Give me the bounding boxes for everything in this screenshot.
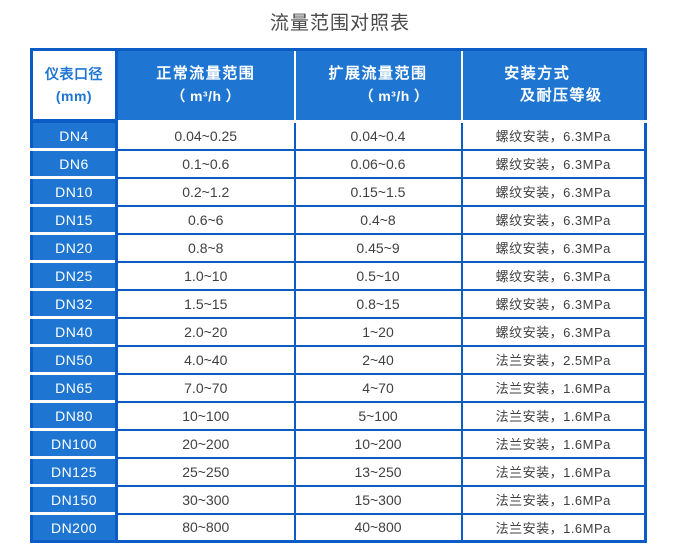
extended-range-cell: 0.4~8: [293, 204, 463, 235]
table-row: DN125 25~250 13~250 法兰安装，1.6MPa: [30, 456, 647, 487]
extended-range-cell: 15~300: [293, 484, 463, 515]
table-row: DN25 1.0~10 0.5~10 螺纹安装，6.3MPa: [30, 260, 647, 291]
normal-range-cell: 1.5~15: [115, 288, 296, 319]
dn-cell: DN32: [30, 288, 118, 318]
table-row: DN100 20~200 10~200 法兰安装，1.6MPa: [30, 428, 647, 459]
install-cell: 法兰安装，1.6MPa: [460, 428, 647, 459]
normal-range-cell: 2.0~20: [115, 316, 296, 347]
extended-range-cell: 0.06~0.6: [293, 148, 463, 179]
normal-range-cell: 4.0~40: [115, 344, 296, 375]
table-row: DN10 0.2~1.2 0.15~1.5 螺纹安装，6.3MPa: [30, 176, 647, 207]
table-row: DN150 30~300 15~300 法兰安装，1.6MPa: [30, 484, 647, 515]
extended-range-cell: 0.45~9: [293, 232, 463, 263]
dn-cell: DN125: [30, 456, 118, 486]
dn-cell: DN200: [30, 512, 118, 542]
header-meter-diameter-line1: 仪表口径: [45, 66, 103, 82]
extended-range-cell: 2~40: [293, 344, 463, 375]
extended-range-cell: 0.8~15: [293, 288, 463, 319]
header-install-method-line2: 及耐压等级: [519, 87, 603, 105]
table-row: DN65 7.0~70 4~70 法兰安装，1.6MPa: [30, 372, 647, 403]
normal-range-cell: 0.2~1.2: [115, 176, 296, 207]
header-extended-range: 扩展流量范围 （ m³/h ）: [293, 49, 463, 123]
extended-range-cell: 13~250: [293, 456, 463, 487]
extended-range-cell: 10~200: [293, 428, 463, 459]
normal-range-cell: 0.6~6: [115, 204, 296, 235]
install-cell: 螺纹安装，6.3MPa: [460, 316, 647, 347]
dn-cell: DN65: [30, 372, 118, 402]
header-row: 仪表口径 (mm) 正常流量范围 （ m³/h ） 扩展流量范围 （ m³/h …: [30, 48, 647, 123]
extended-range-cell: 1~20: [293, 316, 463, 347]
table-row: DN80 10~100 5~100 法兰安装，1.6MPa: [30, 400, 647, 431]
install-cell: 法兰安装，1.6MPa: [460, 512, 647, 543]
header-normal-range: 正常流量范围 （ m³/h ）: [115, 49, 296, 123]
install-cell: 法兰安装，1.6MPa: [460, 456, 647, 487]
table-row: DN20 0.8~8 0.45~9 螺纹安装，6.3MPa: [30, 232, 647, 263]
install-cell: 螺纹安装，6.3MPa: [460, 232, 647, 263]
install-cell: 法兰安装，1.6MPa: [460, 400, 647, 431]
extended-range-cell: 0.04~0.4: [293, 120, 463, 151]
dn-cell: DN20: [30, 232, 118, 262]
table-row: DN200 80~800 40~800 法兰安装，1.6MPa: [30, 512, 647, 543]
normal-range-cell: 0.04~0.25: [115, 120, 296, 151]
table-row: DN4 0.04~0.25 0.04~0.4 螺纹安装，6.3MPa: [30, 119, 647, 151]
normal-range-cell: 7.0~70: [115, 372, 296, 403]
install-cell: 螺纹安装，6.3MPa: [460, 120, 647, 151]
header-normal-range-unit: （ m³/h ）: [171, 88, 241, 105]
normal-range-cell: 10~100: [115, 400, 296, 431]
dn-cell: DN150: [30, 484, 118, 514]
dn-cell: DN15: [30, 204, 118, 234]
normal-range-cell: 20~200: [115, 428, 296, 459]
flow-range-table: 仪表口径 (mm) 正常流量范围 （ m³/h ） 扩展流量范围 （ m³/h …: [30, 48, 647, 543]
dn-cell: DN80: [30, 400, 118, 430]
table-row: DN40 2.0~20 1~20 螺纹安装，6.3MPa: [30, 316, 647, 347]
extended-range-cell: 5~100: [293, 400, 463, 431]
install-cell: 螺纹安装，6.3MPa: [460, 204, 647, 235]
table-row: DN15 0.6~6 0.4~8 螺纹安装，6.3MPa: [30, 204, 647, 235]
header-meter-diameter: 仪表口径 (mm): [30, 48, 118, 123]
normal-range-cell: 0.1~0.6: [115, 148, 296, 179]
normal-range-cell: 1.0~10: [115, 260, 296, 291]
normal-range-cell: 80~800: [115, 512, 296, 543]
extended-range-cell: 0.15~1.5: [293, 176, 463, 207]
install-cell: 法兰安装，1.6MPa: [460, 372, 647, 403]
dn-cell: DN50: [30, 344, 118, 374]
dn-cell: DN10: [30, 176, 118, 206]
dn-cell: DN100: [30, 428, 118, 458]
header-install-method-line1: 安装方式: [504, 65, 571, 83]
install-cell: 法兰安装，1.6MPa: [460, 484, 647, 515]
header-extended-range-line1: 扩展流量范围: [328, 65, 428, 83]
header-extended-range-unit: （ m³/h ）: [359, 88, 429, 105]
header-install-method: 安装方式 及耐压等级: [460, 49, 647, 123]
page-title: 流量范围对照表: [269, 13, 410, 34]
dn-cell: DN40: [30, 316, 118, 346]
install-cell: 螺纹安装，6.3MPa: [460, 288, 647, 319]
extended-range-cell: 40~800: [293, 512, 463, 543]
install-cell: 螺纹安装，6.3MPa: [460, 148, 647, 179]
normal-range-cell: 30~300: [115, 484, 296, 515]
install-cell: 法兰安装，2.5MPa: [460, 344, 647, 375]
install-cell: 螺纹安装，6.3MPa: [460, 260, 647, 291]
header-normal-range-line1: 正常流量范围: [156, 65, 256, 83]
normal-range-cell: 25~250: [115, 456, 296, 487]
dn-cell: DN6: [30, 148, 118, 178]
dn-cell: DN25: [30, 260, 118, 290]
table-row: DN50 4.0~40 2~40 法兰安装，2.5MPa: [30, 344, 647, 375]
extended-range-cell: 0.5~10: [293, 260, 463, 291]
extended-range-cell: 4~70: [293, 372, 463, 403]
table-row: DN32 1.5~15 0.8~15 螺纹安装，6.3MPa: [30, 288, 647, 319]
table-row: DN6 0.1~0.6 0.06~0.6 螺纹安装，6.3MPa: [30, 148, 647, 179]
normal-range-cell: 0.8~8: [115, 232, 296, 263]
install-cell: 螺纹安装，6.3MPa: [460, 176, 647, 207]
header-meter-diameter-line2: (mm): [55, 88, 93, 104]
dn-cell: DN4: [30, 119, 118, 150]
